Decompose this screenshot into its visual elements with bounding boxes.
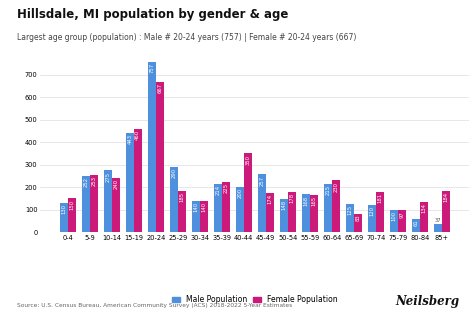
Bar: [376, 191, 384, 232]
Text: 174: 174: [267, 194, 272, 204]
Legend: Male Population, Female Population: Male Population, Female Population: [172, 295, 337, 304]
Bar: [368, 205, 376, 232]
Text: 185: 185: [179, 192, 184, 202]
Text: 460: 460: [135, 130, 140, 140]
Text: 181: 181: [377, 193, 382, 203]
Bar: [310, 195, 318, 232]
Bar: [148, 62, 156, 232]
Bar: [324, 184, 332, 232]
Bar: [442, 191, 450, 232]
Text: 667: 667: [157, 83, 162, 93]
Text: 230: 230: [333, 182, 338, 191]
Text: 140: 140: [193, 202, 198, 212]
Bar: [156, 82, 164, 232]
Text: 215: 215: [325, 185, 330, 195]
Text: 178: 178: [289, 193, 294, 204]
Bar: [412, 219, 420, 232]
Bar: [332, 180, 340, 232]
Text: 240: 240: [113, 179, 118, 190]
Text: 150: 150: [69, 200, 74, 210]
Text: 165: 165: [311, 196, 316, 206]
Text: Largest age group (population) : Male # 20-24 years (757) | Female # 20-24 years: Largest age group (population) : Male # …: [17, 33, 356, 42]
Text: 120: 120: [369, 206, 374, 216]
Bar: [266, 193, 273, 232]
Bar: [398, 210, 406, 232]
Bar: [288, 192, 296, 232]
Text: 168: 168: [303, 196, 308, 206]
Bar: [258, 174, 266, 232]
Bar: [420, 202, 428, 232]
Text: 757: 757: [149, 63, 154, 73]
Bar: [346, 204, 354, 232]
Text: Neilsberg: Neilsberg: [396, 295, 460, 308]
Bar: [354, 214, 362, 232]
Text: 130: 130: [61, 204, 66, 214]
Text: 184: 184: [443, 192, 448, 202]
Bar: [236, 187, 244, 232]
Text: 290: 290: [171, 168, 176, 178]
Bar: [90, 175, 98, 232]
Text: 140: 140: [201, 202, 206, 212]
Text: 200: 200: [237, 188, 242, 198]
Text: 214: 214: [215, 185, 220, 195]
Bar: [82, 175, 90, 232]
Bar: [434, 224, 442, 232]
Text: 97: 97: [399, 211, 404, 218]
Bar: [214, 184, 222, 232]
Text: 350: 350: [245, 155, 250, 165]
Text: 275: 275: [105, 172, 110, 182]
Text: 148: 148: [282, 200, 286, 210]
Text: 443: 443: [128, 134, 132, 144]
Bar: [302, 194, 310, 232]
Text: 100: 100: [392, 211, 396, 221]
Text: 61: 61: [413, 220, 419, 226]
Text: Source: U.S. Census Bureau, American Community Survey (ACS) 2018-2022 5-Year Est: Source: U.S. Census Bureau, American Com…: [17, 303, 292, 308]
Bar: [68, 198, 76, 232]
Text: Hillsdale, MI population by gender & age: Hillsdale, MI population by gender & age: [17, 8, 288, 21]
Bar: [170, 167, 178, 232]
Bar: [280, 199, 288, 232]
Text: 134: 134: [421, 203, 426, 213]
Bar: [244, 154, 252, 232]
Bar: [222, 182, 230, 232]
Text: 253: 253: [91, 176, 96, 186]
Bar: [126, 132, 134, 232]
Bar: [390, 210, 398, 232]
Text: 257: 257: [259, 175, 264, 185]
Bar: [60, 203, 68, 232]
Bar: [134, 129, 142, 232]
Text: 37: 37: [435, 218, 441, 223]
Text: 125: 125: [347, 205, 352, 216]
Bar: [192, 201, 200, 232]
Text: 252: 252: [83, 177, 88, 187]
Bar: [104, 170, 112, 232]
Bar: [178, 191, 186, 232]
Bar: [112, 178, 119, 232]
Text: 83: 83: [356, 215, 360, 221]
Bar: [200, 201, 208, 232]
Text: 225: 225: [223, 183, 228, 193]
